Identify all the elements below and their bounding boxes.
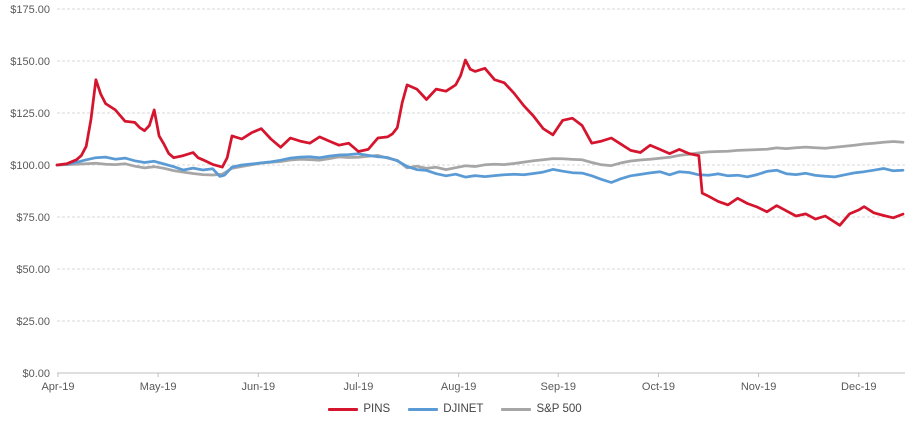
sp500-series-line: [55, 140, 905, 177]
legend-label-sp500: S&P 500: [536, 403, 582, 415]
legend-label-pins: PINS: [363, 403, 391, 415]
legend-item-pins: PINS: [328, 403, 390, 415]
x-tick-label: Sep-19: [541, 381, 576, 393]
y-tick-label: $50.00: [16, 264, 50, 276]
y-tick-label: $0.00: [22, 368, 50, 380]
x-tick-label: Dec-19: [841, 381, 876, 393]
pins-line-swatch: [328, 407, 359, 411]
y-tick-label: $25.00: [16, 316, 50, 328]
y-tick-label: $75.00: [16, 212, 50, 224]
x-tick-label: Apr-19: [41, 381, 74, 393]
x-tick-label: Jun-19: [241, 381, 275, 393]
y-tick-label: $125.00: [10, 108, 50, 120]
x-tick-label: Aug-19: [441, 381, 476, 393]
x-tick-label: Oct-19: [642, 381, 675, 393]
djinet-series-line: [55, 152, 905, 184]
y-tick-label: $100.00: [10, 160, 50, 172]
x-tick-label: Nov-19: [741, 381, 776, 393]
x-tick-label: May-19: [140, 381, 177, 393]
y-tick-label: $175.00: [10, 4, 50, 16]
pins-series-line: [55, 58, 905, 227]
legend-label-djinet: DJINET: [443, 403, 484, 415]
y-tick-label: $150.00: [10, 56, 50, 68]
x-tick-label: Jul-19: [343, 381, 373, 393]
legend-item-sp500: S&P 500: [501, 403, 582, 415]
sp500-line-swatch: [501, 407, 532, 411]
legend-item-djinet: DJINET: [408, 403, 483, 415]
djinet-line-swatch: [408, 407, 439, 411]
chart-legend: PINS DJINET S&P 500: [0, 403, 910, 415]
